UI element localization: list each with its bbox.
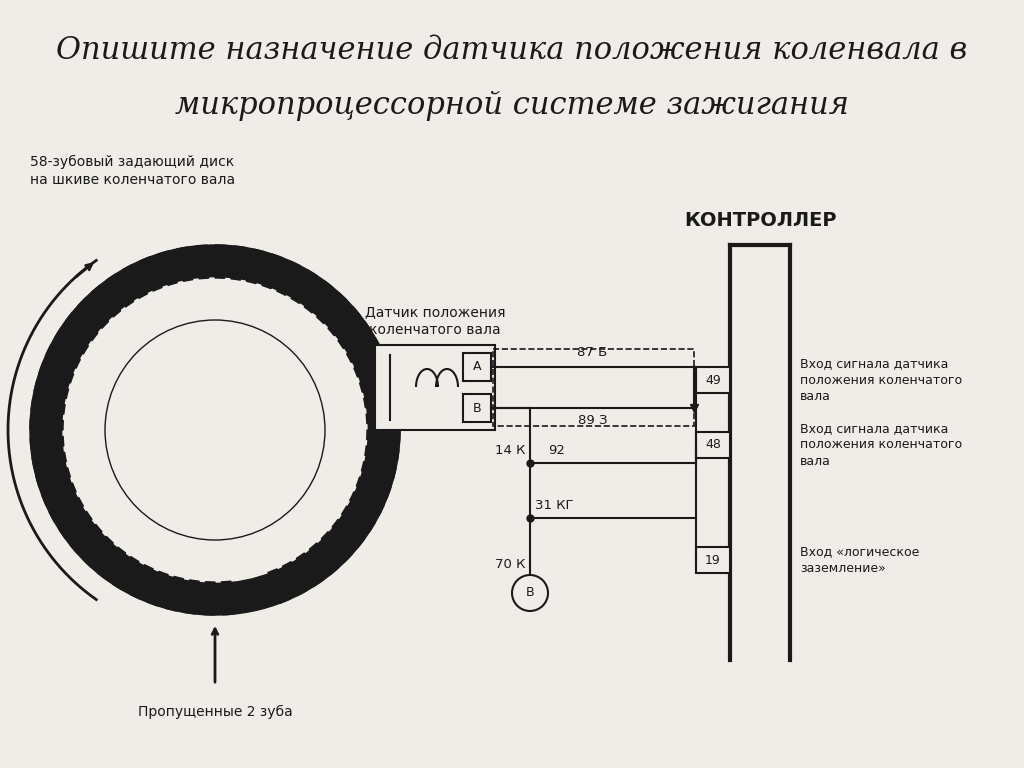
Bar <box>493 349 694 426</box>
Text: А: А <box>473 360 481 373</box>
Polygon shape <box>328 306 360 336</box>
Polygon shape <box>184 580 199 614</box>
Polygon shape <box>46 344 80 368</box>
Polygon shape <box>367 411 399 424</box>
Polygon shape <box>316 293 347 323</box>
Polygon shape <box>196 245 209 279</box>
Polygon shape <box>350 492 384 515</box>
Bar <box>463 394 490 422</box>
Polygon shape <box>309 543 339 575</box>
Text: 89 З: 89 З <box>578 414 607 427</box>
Text: 70 К: 70 К <box>495 558 525 571</box>
Polygon shape <box>139 257 162 291</box>
Polygon shape <box>354 355 388 377</box>
Polygon shape <box>262 254 283 289</box>
Text: 49: 49 <box>706 373 721 386</box>
Circle shape <box>512 575 548 611</box>
Polygon shape <box>55 328 88 354</box>
Polygon shape <box>34 380 69 399</box>
Text: В: В <box>473 402 481 415</box>
Text: Датчик положения
коленчатого вала: Датчик положения коленчатого вала <box>365 305 505 337</box>
Polygon shape <box>304 280 333 313</box>
Text: 87 Б: 87 Б <box>578 346 607 359</box>
Text: Опишите назначение датчика положения коленвала в: Опишите назначение датчика положения кол… <box>56 35 968 66</box>
Polygon shape <box>268 569 290 604</box>
Polygon shape <box>83 536 114 568</box>
Polygon shape <box>32 452 67 468</box>
Polygon shape <box>36 468 71 487</box>
Polygon shape <box>359 372 394 392</box>
Polygon shape <box>146 571 168 606</box>
Polygon shape <box>42 483 76 505</box>
Polygon shape <box>165 577 183 611</box>
Polygon shape <box>291 270 317 303</box>
Polygon shape <box>230 246 246 280</box>
Polygon shape <box>176 247 193 281</box>
Text: 92: 92 <box>548 444 565 457</box>
Polygon shape <box>49 498 83 522</box>
Polygon shape <box>97 547 126 580</box>
Polygon shape <box>367 430 400 442</box>
Polygon shape <box>106 274 133 307</box>
Polygon shape <box>129 564 154 599</box>
Polygon shape <box>158 251 177 286</box>
Polygon shape <box>30 419 63 430</box>
Bar <box>696 432 730 458</box>
Text: Пропущенные 2 зуба: Пропущенные 2 зуба <box>137 705 293 719</box>
Polygon shape <box>356 477 391 498</box>
Polygon shape <box>113 557 139 591</box>
Polygon shape <box>332 519 365 548</box>
Polygon shape <box>365 446 399 461</box>
Polygon shape <box>364 392 398 408</box>
Text: В: В <box>525 587 535 600</box>
Polygon shape <box>70 525 102 554</box>
Text: 19: 19 <box>706 554 721 567</box>
Circle shape <box>63 278 367 582</box>
Polygon shape <box>247 249 265 283</box>
Polygon shape <box>91 285 121 317</box>
Text: 48: 48 <box>706 439 721 452</box>
Polygon shape <box>39 362 74 383</box>
Polygon shape <box>347 337 381 362</box>
Text: КОНТРОЛЛЕР: КОНТРОЛЛЕР <box>684 211 837 230</box>
Bar <box>696 547 730 573</box>
Text: 14 К: 14 К <box>495 444 525 457</box>
Polygon shape <box>123 264 147 298</box>
Polygon shape <box>66 312 98 341</box>
Text: микропроцессорной системе зажигания: микропроцессорной системе зажигания <box>175 90 849 121</box>
Text: Вход сигнала датчика
положения коленчатого
вала: Вход сигнала датчика положения коленчато… <box>800 357 963 403</box>
Polygon shape <box>296 553 324 586</box>
Polygon shape <box>78 298 109 328</box>
Polygon shape <box>31 399 66 414</box>
Text: 31 КГ: 31 КГ <box>535 499 573 512</box>
Polygon shape <box>30 436 63 449</box>
Polygon shape <box>215 245 226 278</box>
Polygon shape <box>276 261 301 296</box>
Bar <box>463 353 490 381</box>
Polygon shape <box>204 581 215 615</box>
Circle shape <box>30 245 400 615</box>
Polygon shape <box>361 462 396 480</box>
Polygon shape <box>322 531 352 562</box>
Polygon shape <box>221 581 234 615</box>
Bar <box>375 345 495 430</box>
Text: Вход сигнала датчика
положения коленчатого
вала: Вход сигнала датчика положения коленчато… <box>800 422 963 468</box>
Bar <box>696 367 730 393</box>
Polygon shape <box>58 511 92 538</box>
Polygon shape <box>283 561 307 596</box>
Circle shape <box>105 320 325 540</box>
Text: Вход «логическое
заземление»: Вход «логическое заземление» <box>800 545 920 574</box>
Polygon shape <box>338 321 372 349</box>
Polygon shape <box>342 506 375 532</box>
Text: 58-зубовый задающий диск
на шкиве коленчатого вала: 58-зубовый задающий диск на шкиве коленч… <box>30 155 236 187</box>
